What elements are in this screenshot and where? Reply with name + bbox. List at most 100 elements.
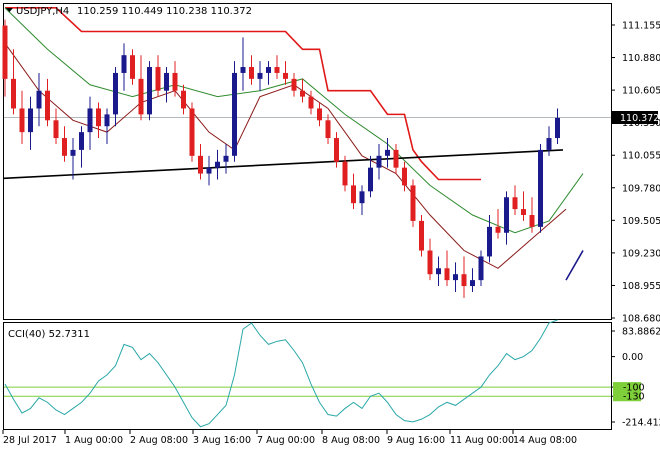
cci-level-badge xyxy=(613,391,641,402)
ma-tail-line xyxy=(565,250,584,281)
candle-body xyxy=(266,67,271,73)
candle-body xyxy=(385,149,390,156)
candle xyxy=(453,262,458,292)
candle-body xyxy=(283,72,288,79)
candle xyxy=(11,49,16,115)
price-tick-label: 110.605 xyxy=(622,86,660,97)
candle-body xyxy=(181,90,186,109)
candle xyxy=(257,61,263,91)
cci-tick-label: 83.8862 xyxy=(622,327,660,338)
cci-tick-label: 0.00 xyxy=(622,352,643,363)
candle-body xyxy=(121,55,127,73)
time-tick-label: 7 Aug 00:00 xyxy=(257,435,315,446)
price-tick-label: 109.505 xyxy=(622,216,660,227)
candle xyxy=(2,19,8,97)
candle xyxy=(240,37,246,91)
candle-body xyxy=(130,55,135,79)
candle xyxy=(334,132,339,168)
candle xyxy=(368,155,373,198)
candle-body xyxy=(257,72,263,79)
candle-body xyxy=(317,108,322,121)
candle xyxy=(308,90,314,115)
price-tick-label: 108.955 xyxy=(622,281,660,292)
candle xyxy=(232,61,237,162)
candle xyxy=(317,102,322,127)
price-tick-label: 108.680 xyxy=(622,314,660,325)
candle-body xyxy=(215,161,220,168)
candle-body xyxy=(495,226,501,233)
candle-body xyxy=(240,67,246,73)
candle-body xyxy=(393,149,399,168)
candle-body xyxy=(11,78,16,109)
candle xyxy=(470,268,475,292)
candle-body xyxy=(19,108,25,133)
candle xyxy=(444,250,450,287)
candle-body xyxy=(147,67,152,115)
candle-body xyxy=(538,149,543,227)
cci-tick-label: -100 xyxy=(623,383,645,394)
candle xyxy=(189,102,195,162)
candle xyxy=(206,155,212,186)
candle xyxy=(461,256,467,298)
candle xyxy=(138,55,144,121)
candle xyxy=(53,108,59,144)
candle xyxy=(529,197,535,233)
candle-body xyxy=(478,256,484,281)
candle xyxy=(359,185,365,216)
candle-body xyxy=(368,167,373,192)
candle xyxy=(130,49,135,85)
time-tick-label: 14 Aug 08:00 xyxy=(513,435,577,446)
cci-level-badge xyxy=(613,382,641,393)
candle xyxy=(121,43,127,91)
candle xyxy=(478,250,484,287)
candle-body xyxy=(504,197,509,233)
candle-body xyxy=(172,72,178,91)
ohlc-readout: 110.259 110.449 110.238 110.372 xyxy=(77,6,252,17)
candle-body xyxy=(308,96,314,109)
candle-body xyxy=(62,138,67,156)
candle-body xyxy=(325,120,331,139)
time-tick-label: 3 Aug 16:00 xyxy=(193,435,251,446)
price-series xyxy=(2,7,584,298)
candle-body xyxy=(198,155,203,174)
time-tick-label: 11 Aug 00:00 xyxy=(450,435,514,446)
candle xyxy=(410,179,416,227)
cci-tick-label: -214.4125 xyxy=(622,418,660,429)
candle xyxy=(342,155,348,192)
dropdown-triangle-icon[interactable] xyxy=(6,8,13,12)
candle-body xyxy=(359,191,365,204)
candle-body xyxy=(427,250,433,275)
candle-body xyxy=(79,132,84,150)
time-tick-label: 9 Aug 16:00 xyxy=(387,435,445,446)
candle xyxy=(164,67,169,103)
candle xyxy=(266,61,271,85)
candle-body xyxy=(223,155,229,162)
candle-body xyxy=(138,78,144,115)
price-tick-label: 109.780 xyxy=(622,183,660,194)
stop-line xyxy=(5,7,481,181)
candle-body xyxy=(155,67,161,91)
candle xyxy=(291,72,297,97)
price-tick-label: 109.230 xyxy=(622,248,660,259)
price-panel-frame xyxy=(3,3,612,320)
candle-body xyxy=(402,167,407,186)
trendline[interactable] xyxy=(3,149,564,180)
candle-body xyxy=(28,108,33,133)
candle-body xyxy=(232,72,237,156)
candle-body xyxy=(410,185,416,221)
candle xyxy=(96,102,101,139)
candle xyxy=(19,90,25,144)
candle xyxy=(495,209,501,239)
cci-series xyxy=(4,319,558,428)
candle-body xyxy=(351,185,356,204)
candle-body xyxy=(512,197,518,210)
candle xyxy=(147,61,152,121)
candle xyxy=(555,108,560,144)
time-tick-label: 1 Aug 00:00 xyxy=(65,435,123,446)
candle-body xyxy=(419,220,424,251)
candle xyxy=(419,215,424,257)
candle xyxy=(512,185,518,216)
cci-indicator-label: CCI(40) 52.7311 xyxy=(8,329,90,340)
